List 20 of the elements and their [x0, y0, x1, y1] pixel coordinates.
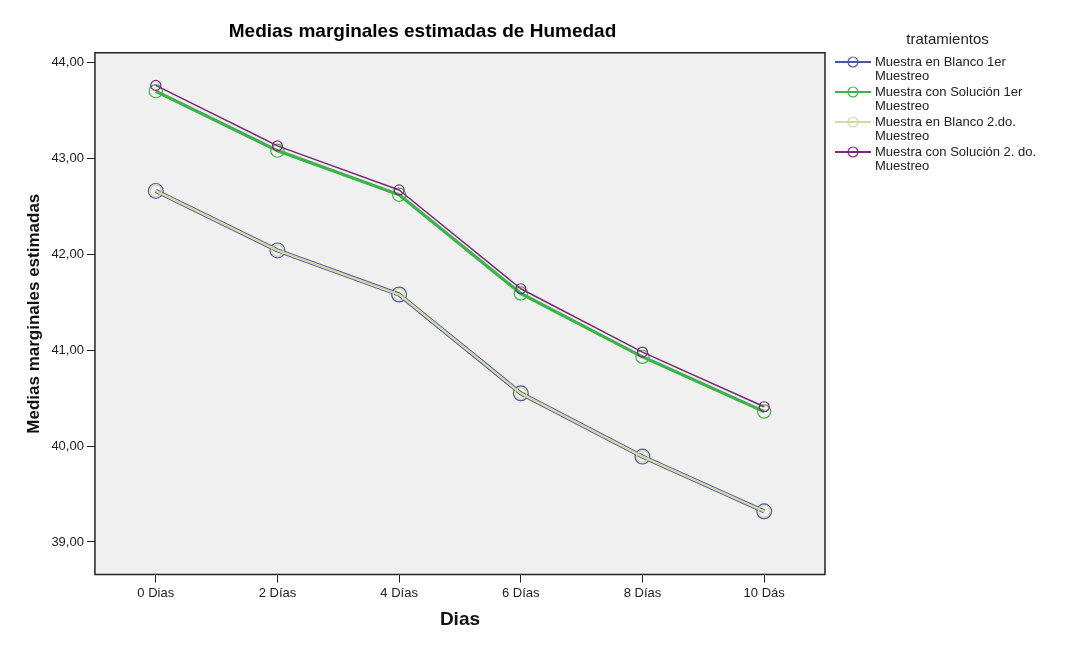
x-tick-label: 2 Días: [258, 584, 297, 600]
legend-label: Muestra con Solución 1er Muestreo: [875, 84, 1024, 113]
legend-label: Muestra en Blanco 2.do. Muestreo: [875, 114, 1017, 143]
legend-title: tratamientos: [905, 30, 990, 47]
legend-label: Muestra en Blanco 1er Muestreo: [875, 54, 1007, 83]
legend-label: Muestra con Solución 2. do. Muestreo: [875, 144, 1038, 173]
y-axis-title: Medias marginales estimadas: [23, 193, 43, 434]
y-tick-label: 42,00: [51, 245, 84, 261]
x-tick-label: 10 Dás: [743, 584, 786, 600]
y-tick-label: 40,00: [51, 437, 84, 453]
y-tick-label: 44,00: [51, 53, 84, 69]
x-axis-title: Dias: [439, 607, 481, 629]
y-tick-label: 41,00: [51, 341, 84, 357]
chart-title: Medias marginales estimadas de Humedad: [228, 19, 617, 41]
y-tick-label: 39,00: [51, 533, 84, 549]
x-tick-label: 8 Días: [623, 584, 662, 600]
x-tick-label: 4 Días: [380, 584, 419, 600]
x-tick-label: 6 Días: [502, 584, 541, 600]
x-tick-label: 0 Dias: [137, 584, 175, 600]
y-tick-label: 43,00: [51, 149, 84, 165]
